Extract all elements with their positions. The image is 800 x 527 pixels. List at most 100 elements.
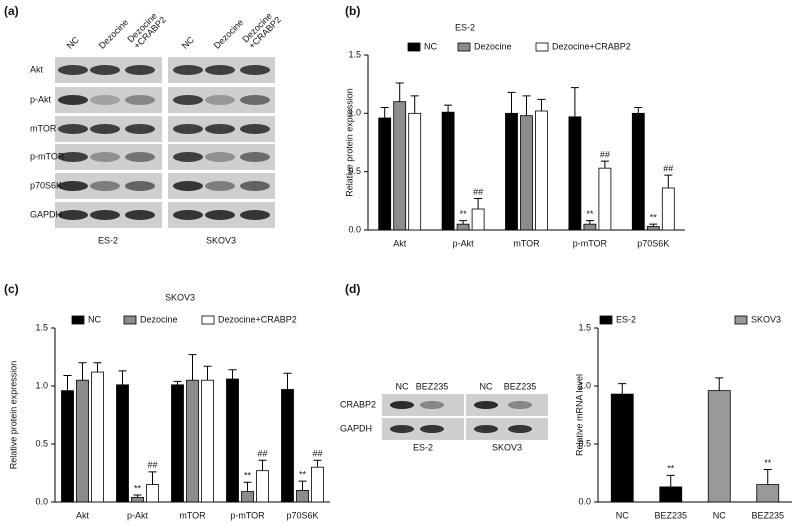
blot-band	[240, 181, 270, 191]
blot-band	[125, 65, 155, 75]
y-tick-label: 0.0	[35, 496, 48, 506]
y-tick-label: 0.5	[578, 438, 591, 448]
blot-band	[420, 425, 444, 433]
bar	[598, 167, 612, 231]
error-bar	[410, 95, 419, 114]
legend-label: SKOV3	[751, 314, 781, 324]
error-bar	[507, 91, 516, 114]
x-tick-label: Akt	[393, 238, 407, 248]
y-tick-label: 0.0	[348, 224, 361, 234]
blot-band	[58, 152, 88, 162]
blot-band	[58, 181, 88, 191]
legend-swatch	[123, 315, 137, 325]
error-bar	[618, 383, 627, 395]
blot-band	[90, 65, 120, 75]
blot-band	[173, 152, 203, 162]
blot-band	[90, 210, 120, 220]
legend-swatch	[71, 315, 85, 325]
lane-label: NC	[396, 381, 409, 391]
significance: **	[134, 483, 142, 493]
bar	[505, 112, 518, 231]
bar	[661, 187, 675, 231]
error-bar	[283, 372, 292, 390]
blot-band	[420, 401, 444, 409]
blot-band	[240, 124, 270, 134]
error-bar	[459, 220, 468, 225]
protein-label: p70S6K	[30, 180, 62, 190]
bar	[311, 466, 324, 503]
significance: **	[460, 209, 468, 219]
blot-band	[173, 181, 203, 191]
blot-band	[508, 401, 532, 409]
blot-strip	[382, 394, 464, 416]
significance: **	[244, 471, 252, 481]
lane-label-line: NC	[65, 34, 82, 51]
blot-band	[205, 210, 235, 220]
blot-band	[240, 152, 270, 162]
bar	[226, 378, 239, 503]
bar	[91, 371, 104, 503]
significance: **	[667, 464, 675, 474]
blot-band	[125, 95, 155, 105]
error-bar	[298, 480, 307, 491]
bar	[241, 491, 254, 503]
cell-line-label: ES-2	[413, 442, 433, 452]
blot-band	[58, 124, 88, 134]
bar	[116, 384, 129, 503]
bar	[378, 117, 392, 231]
cell-line-label: SKOV3	[206, 235, 236, 245]
error-bar	[173, 380, 182, 385]
blot-band	[474, 425, 498, 433]
lane-label: Dezocine	[212, 17, 246, 51]
lane-label: NC	[65, 34, 82, 51]
error-bar	[522, 95, 531, 116]
protein-label: GAPDH	[30, 209, 62, 219]
bar	[146, 484, 159, 503]
significance: ##	[473, 187, 483, 197]
bar	[408, 112, 422, 231]
bar	[131, 496, 144, 503]
blot-band	[508, 425, 532, 433]
error-bar	[649, 223, 658, 227]
bar	[281, 389, 294, 503]
x-tick-label: p-mTOR	[573, 238, 608, 248]
panel-label: (b)	[345, 4, 360, 18]
bar	[583, 223, 597, 231]
error-bar	[763, 469, 772, 485]
blot-band	[205, 124, 235, 134]
bar	[707, 390, 731, 503]
y-tick-label: 0.0	[578, 496, 591, 506]
error-bar	[203, 365, 212, 381]
x-tick-label: Akt	[76, 510, 90, 520]
lane-label: NC	[180, 34, 197, 51]
blot-band	[90, 124, 120, 134]
blot-band	[173, 65, 203, 75]
x-tick-label: p-Akt	[453, 238, 475, 248]
y-tick-label: 0.5	[35, 438, 48, 448]
error-bar	[570, 87, 579, 117]
y-axis-label: Relative protein expression	[8, 361, 18, 470]
blot-band	[173, 124, 203, 134]
blot-band	[90, 152, 120, 162]
blot-band	[240, 65, 270, 75]
blot-band	[125, 124, 155, 134]
lane-label-line: Dezocine	[97, 17, 131, 51]
significance: ##	[312, 449, 322, 459]
x-tick-label: p70S6K	[286, 510, 318, 520]
y-tick-label: 0.5	[348, 166, 361, 176]
error-bar	[600, 160, 609, 169]
blot-band	[205, 65, 235, 75]
lane-label: BEZ235	[504, 381, 537, 391]
bar	[456, 223, 470, 231]
blot-band	[125, 152, 155, 162]
blot-band	[205, 152, 235, 162]
bar	[171, 384, 184, 503]
blot-band	[205, 181, 235, 191]
protein-label: p-Akt	[30, 94, 52, 104]
bar	[186, 379, 199, 503]
lane-label: NC	[480, 381, 493, 391]
error-bar	[228, 369, 237, 380]
legend-swatch	[734, 315, 748, 325]
blot-band	[58, 95, 88, 105]
cell-line-label: ES-2	[98, 235, 118, 245]
